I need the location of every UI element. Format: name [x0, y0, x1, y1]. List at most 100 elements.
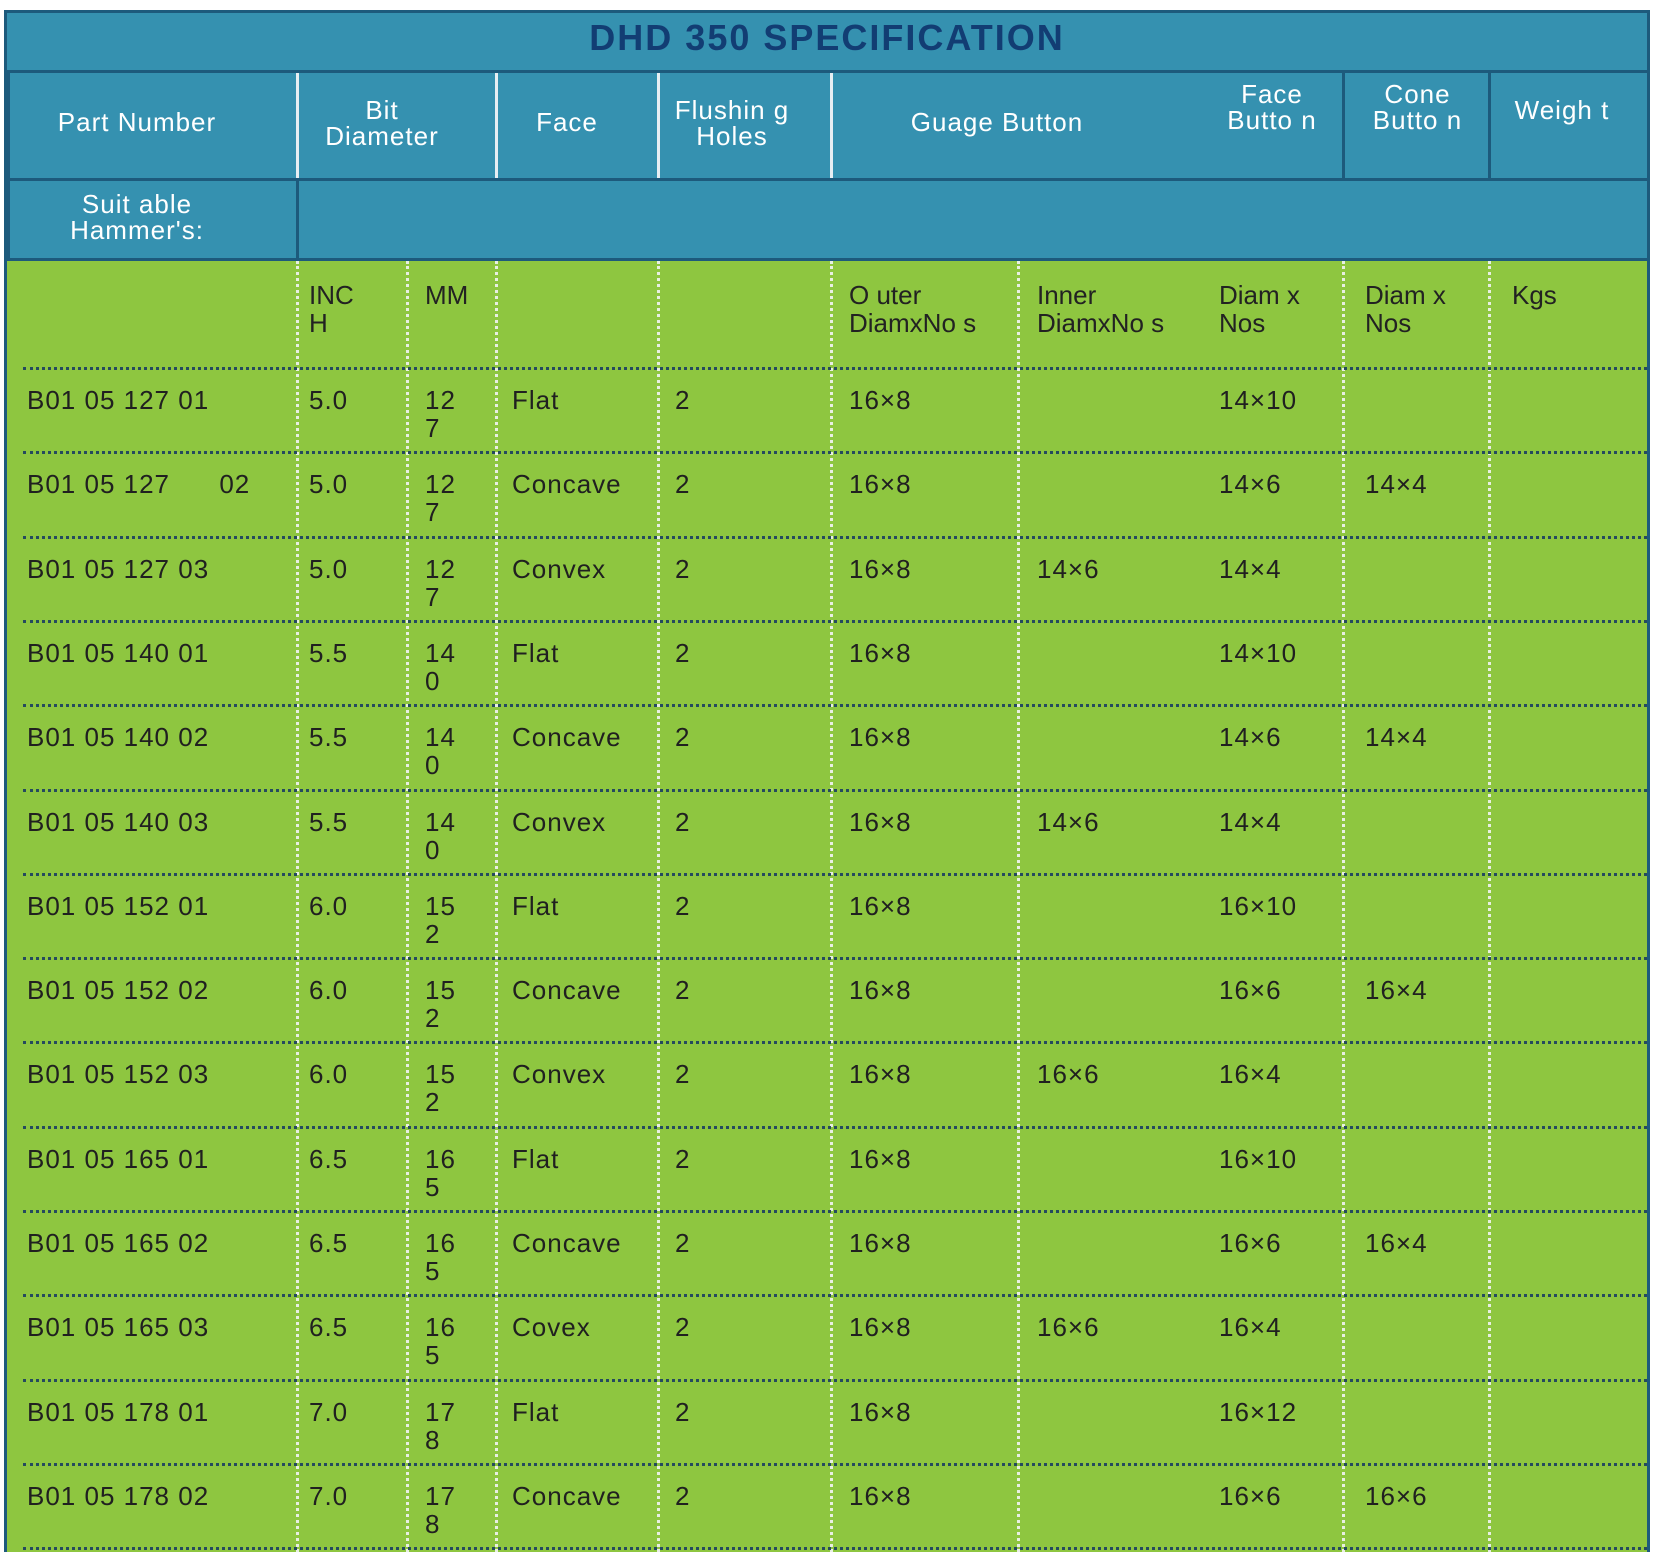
header-weight: Weigh t	[1514, 95, 1610, 125]
row-divider	[23, 1210, 1647, 1213]
cell-outer: 16×8	[849, 469, 912, 500]
header-bit-diameter: Bit Diameter	[325, 95, 439, 151]
cell-outer: 16×8	[849, 1143, 912, 1174]
cell-outer: 16×8	[849, 975, 912, 1006]
row-divider	[23, 1125, 1647, 1129]
cell-part-number: B01 05 178 01	[27, 1396, 210, 1427]
cell-cone-button: 16×6	[1365, 1480, 1428, 1511]
cell-part-number: B01 05 178 02	[27, 1480, 210, 1511]
cell-mm: 140	[425, 637, 456, 696]
cell-mm: 165	[425, 1143, 456, 1202]
header-divider	[1488, 73, 1491, 178]
cell-outer: 16×8	[849, 722, 912, 753]
cell-mm: 140	[425, 806, 456, 865]
cell-face-button: 14×6	[1219, 469, 1282, 500]
column-divider	[1017, 261, 1020, 1552]
cell-cone-button: 14×4	[1365, 469, 1428, 500]
row-divider	[23, 1294, 1647, 1298]
header-divider	[296, 73, 299, 178]
row-divider	[23, 957, 1647, 961]
row-divider	[23, 451, 1647, 455]
cell-part-number: B01 05 140 01	[27, 637, 210, 668]
subheader-outer: O uter DiamxNo s	[849, 280, 977, 338]
table-row: B01 05 140 02 5.5 140 Concave 2 16×8 14×6 14×4	[7, 707, 1647, 791]
cell-face-button: 14×4	[1219, 553, 1282, 584]
header-face-button: Face Butto n	[1227, 79, 1317, 135]
cell-part-number: B01 05 152 03	[27, 1059, 210, 1090]
cell-face: Convex	[512, 806, 607, 837]
cell-inch: 5.5	[309, 637, 349, 668]
cell-mm: 127	[425, 553, 456, 612]
cell-inch: 6.5	[309, 1143, 349, 1174]
cell-face-button: 16×10	[1219, 1143, 1298, 1174]
cell-face-button: 16×6	[1219, 1480, 1282, 1511]
cell-mm: 152	[425, 975, 456, 1034]
cell-face-button: 16×6	[1219, 1228, 1282, 1258]
cell-flushing-holes: 2	[675, 1059, 691, 1090]
cell-inch: 5.5	[309, 806, 349, 837]
cell-inch: 7.0	[309, 1396, 349, 1427]
row-divider	[23, 788, 1647, 792]
cell-flushing-holes: 2	[675, 1143, 691, 1174]
cell-flushing-holes: 2	[675, 1312, 691, 1343]
cell-mm: 165	[425, 1312, 456, 1371]
cell-mm: 165	[425, 1228, 456, 1286]
cell-outer: 16×8	[849, 1312, 912, 1343]
table-row: B01 05 152 02 6.0 152 Concave 2 16×8 16×6 16×4	[7, 960, 1647, 1044]
table-row: B01 05 165 02 6.5 165 Concave 2 16×8 16×6 16×4	[7, 1213, 1647, 1297]
cell-part-number: B01 05 140 03	[27, 806, 210, 837]
cell-mm: 127	[425, 385, 456, 443]
cell-outer: 16×8	[849, 890, 912, 921]
cell-part-number: B01 05 165 01	[27, 1143, 210, 1174]
cell-outer: 16×8	[849, 1059, 912, 1090]
cell-outer: 16×8	[849, 1480, 912, 1511]
cell-face: Concave	[512, 975, 622, 1006]
subheader-weight: Kgs	[1512, 280, 1557, 310]
cell-face: Concave	[512, 1228, 622, 1258]
cell-face-button: 16×4	[1219, 1059, 1282, 1090]
row-divider	[23, 704, 1647, 708]
cell-face-button: 14×4	[1219, 806, 1282, 837]
subheader-mm: MM	[425, 280, 469, 310]
cell-part-number: B01 05 165 03	[27, 1312, 210, 1343]
row-divider	[23, 1462, 1647, 1466]
cell-outer: 16×8	[849, 637, 912, 668]
table-row: B01 05 127 02 5.0 127 Concave 2 16×8 14×6 14×4	[7, 454, 1647, 538]
cell-face-button: 14×6	[1219, 722, 1282, 753]
row-divider	[23, 1041, 1647, 1045]
cell-flushing-holes: 2	[675, 975, 691, 1006]
cell-face: Covex	[512, 1312, 591, 1343]
cell-inch: 5.0	[309, 469, 349, 500]
cell-face: Concave	[512, 1480, 622, 1511]
column-divider	[830, 261, 833, 1552]
cell-face-button: 16×6	[1219, 975, 1282, 1006]
cell-inch: 7.0	[309, 1480, 349, 1511]
cell-flushing-holes: 2	[675, 385, 691, 415]
cell-flushing-holes: 2	[675, 722, 691, 753]
divider-line	[7, 73, 10, 261]
cell-part-number: B01 05 152 02	[27, 975, 210, 1006]
cell-outer: 16×8	[849, 1396, 912, 1427]
column-divider	[406, 261, 409, 1552]
cell-flushing-holes: 2	[675, 637, 691, 668]
cell-inch: 5.5	[309, 722, 349, 753]
cell-cone-button: 16×4	[1365, 1228, 1428, 1258]
row-divider	[23, 872, 1647, 876]
cell-face: Flat	[512, 637, 560, 668]
cell-inch: 6.5	[309, 1228, 349, 1258]
subheader-inch: INC H	[309, 280, 354, 338]
row-divider	[23, 535, 1647, 539]
cell-inner: 16×6	[1037, 1312, 1100, 1343]
table-row: B01 05 152 03 6.0 152 Convex 2 16×8 16×6 16×4	[7, 1044, 1647, 1128]
header-divider	[830, 73, 833, 178]
cell-face: Concave	[512, 469, 622, 500]
table-row: B01 05 152 01 6.0 152 Flat 2 16×8 16×10	[7, 876, 1647, 960]
column-divider	[1342, 261, 1345, 1552]
cell-part-number: B01 05 165 02	[27, 1228, 210, 1258]
cell-inner: 14×6	[1037, 806, 1100, 837]
cell-mm: 178	[425, 1396, 456, 1455]
cell-face: Flat	[512, 1396, 560, 1427]
row-divider	[23, 367, 1647, 370]
table-row: B01 05 165 01 6.5 165 Flat 2 16×8 16×10	[7, 1129, 1647, 1213]
cell-mm: 140	[425, 722, 456, 781]
